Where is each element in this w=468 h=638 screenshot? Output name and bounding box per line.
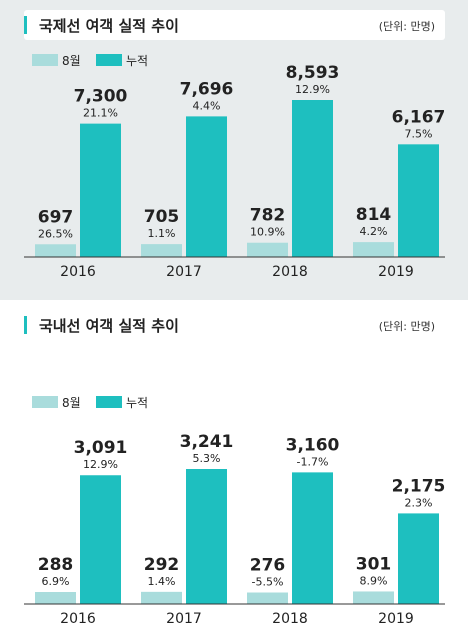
value-label: 3,241 xyxy=(180,432,234,452)
value-label: 697 xyxy=(38,207,74,227)
international-bar-chart: 8월 누적 26.5%697 21.1%7,300 2016 1.1%705 4.4%7,6… xyxy=(24,54,446,280)
bar-monthly xyxy=(247,242,288,257)
growth-label: 26.5% xyxy=(38,227,73,240)
international-passenger-panel: 국제선 여객 실적 추이 (단위: 만명) 8월 누적 26.5% 697 21.1% 7… xyxy=(0,0,468,300)
growth-label: 1.1% xyxy=(148,227,176,240)
category-label: 2016 xyxy=(60,611,96,627)
bar-monthly xyxy=(353,242,394,257)
growth-label: 4.4% xyxy=(193,99,221,112)
value-label: 301 xyxy=(356,554,392,574)
growth-label: -5.5% xyxy=(252,576,284,589)
title-accent-mark xyxy=(24,16,27,34)
growth-label: 12.9% xyxy=(83,458,118,471)
domestic-bar-chart: 8월 누적 6.9%288 12.9%3,091 2016 1.4%292 5.3%3,24… xyxy=(24,396,446,627)
growth-label: 5.3% xyxy=(193,452,221,465)
value-label: 8,593 xyxy=(286,63,340,83)
value-label: 814 xyxy=(356,205,392,225)
legend-swatch-cumulative xyxy=(96,396,122,408)
chart-title: 국내선 여객 실적 추이 xyxy=(39,317,179,335)
bar-monthly xyxy=(141,244,182,257)
bar-cumulative xyxy=(398,513,439,604)
legend-swatch-cumulative xyxy=(96,54,122,66)
bar-cumulative xyxy=(398,144,439,257)
growth-label: 21.1% xyxy=(83,107,118,120)
growth-label: 1.4% xyxy=(148,575,176,588)
value-label: 705 xyxy=(144,207,180,227)
growth-label: -1.7% xyxy=(297,455,329,468)
legend-label: 누적 xyxy=(126,54,148,68)
value-label: 7,300 xyxy=(74,87,128,107)
bar-cumulative xyxy=(292,100,333,257)
category-label: 2017 xyxy=(166,611,202,627)
bar-monthly xyxy=(35,592,76,604)
growth-label: 6.9% xyxy=(42,575,70,588)
category-label: 2017 xyxy=(166,264,202,280)
value-label: 782 xyxy=(250,206,286,226)
unit-label: (단위: 만명) xyxy=(378,20,435,33)
bar-monthly xyxy=(141,591,182,604)
legend-swatch-monthly xyxy=(32,54,58,66)
domestic-passenger-panel: 국내선 여객 실적 추이 (단위: 만명) 8월 누적 6.9% 288 12.9% 3,… xyxy=(0,300,468,638)
category-label: 2019 xyxy=(378,264,414,280)
growth-label: 2.3% xyxy=(405,496,433,509)
value-label: 292 xyxy=(144,555,180,575)
category-label: 2018 xyxy=(272,611,308,627)
bar-cumulative xyxy=(292,472,333,604)
value-label: 3,091 xyxy=(74,438,128,458)
legend-label: 8월 xyxy=(62,54,81,68)
legend-swatch-monthly xyxy=(32,396,58,408)
category-label: 2016 xyxy=(60,264,96,280)
value-label: 2,175 xyxy=(392,476,446,496)
legend-label: 누적 xyxy=(126,396,148,410)
value-label: 6,167 xyxy=(392,107,446,127)
bar-cumulative xyxy=(80,475,121,604)
title-accent-mark xyxy=(24,316,27,334)
bar-monthly xyxy=(35,244,76,257)
growth-label: 8.9% xyxy=(360,574,388,587)
bar-monthly xyxy=(353,591,394,604)
value-label: 7,696 xyxy=(180,79,234,99)
value-label: 288 xyxy=(38,555,74,575)
chart-title: 국제선 여객 실적 추이 xyxy=(39,17,179,35)
chart-title-bar: 국내선 여객 실적 추이 (단위: 만명) xyxy=(24,310,445,340)
growth-label: 12.9% xyxy=(295,83,330,96)
bar-monthly xyxy=(247,592,288,604)
category-label: 2018 xyxy=(272,264,308,280)
bar-cumulative xyxy=(186,116,227,258)
value-label: 276 xyxy=(250,556,286,576)
legend-label: 8월 xyxy=(62,396,81,410)
unit-label: (단위: 만명) xyxy=(378,320,435,333)
growth-label: 7.5% xyxy=(405,127,433,140)
value-label: 3,160 xyxy=(286,435,340,455)
growth-label: 10.9% xyxy=(250,226,285,239)
bar-cumulative xyxy=(186,469,227,604)
growth-label: 4.2% xyxy=(360,225,388,238)
bar-cumulative xyxy=(80,123,121,257)
chart-title-bar: 국제선 여객 실적 추이 (단위: 만명) xyxy=(24,10,445,40)
category-label: 2019 xyxy=(378,611,414,627)
